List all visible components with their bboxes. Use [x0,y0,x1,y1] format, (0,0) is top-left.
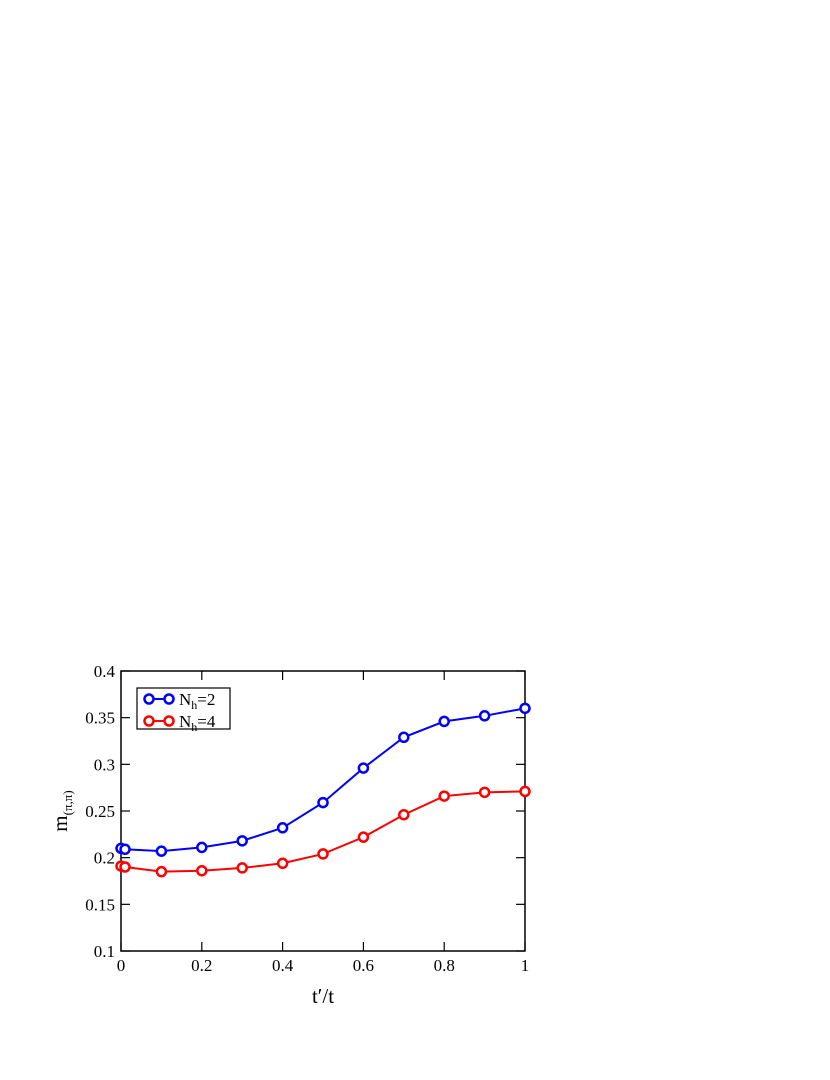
legend-marker [143,693,155,705]
data-point [478,786,491,799]
data-point [236,862,248,874]
legend-label-main: N [179,690,191,709]
data-point [276,822,289,834]
data-point [155,845,168,857]
data-point [119,861,131,873]
legend-label-rest: =2 [197,690,215,709]
y-tick-label: 0.3 [94,755,115,774]
y-axis-label-sub: (π,π) [60,790,75,815]
y-tick-label: 0.4 [94,662,116,681]
legend-label-sub: h [191,698,197,712]
data-point [196,841,208,854]
legend-label-sub: h [191,720,197,734]
series-line [120,790,526,873]
y-tick-label: 0.35 [85,709,115,728]
data-point [398,808,410,821]
legend-label-rest: =4 [197,712,216,731]
data-point [317,796,329,809]
y-tick-label: 0.25 [85,802,115,821]
data-point [155,865,168,878]
y-tick-label: 0.2 [94,849,115,868]
legend-marker [143,715,155,727]
data-point [317,848,329,860]
x-tick-label: 0.4 [272,956,294,975]
data-point [236,835,248,847]
x-tick-label: 0 [117,956,126,975]
data-point [196,864,208,877]
data-point [119,843,131,856]
x-tick-label: 0.8 [434,956,455,975]
legend-label-main: N [179,712,191,731]
legend-marker [163,715,175,727]
data-point [438,715,450,728]
y-tick-label: 0.1 [94,942,115,961]
y-axis-label-main: m [48,815,72,831]
data-point [276,857,289,870]
data-point [519,785,531,798]
data-point [478,710,491,722]
x-axis-label: t′/t [312,984,334,1008]
y-axis-label: m(π,π) [48,790,75,831]
x-tick-label: 0.6 [353,956,374,975]
data-point [438,790,450,802]
x-tick-label: 1 [521,956,530,975]
data-point [357,831,370,843]
data-point [519,702,531,715]
data-point [398,731,410,744]
legend-label: Nh=4 [179,712,216,734]
x-tick-label: 0.2 [191,956,212,975]
legend-marker [163,693,175,705]
data-point [357,762,370,774]
series-line [120,707,526,853]
legend-label: Nh=2 [179,690,215,712]
y-tick-label: 0.15 [85,895,115,914]
